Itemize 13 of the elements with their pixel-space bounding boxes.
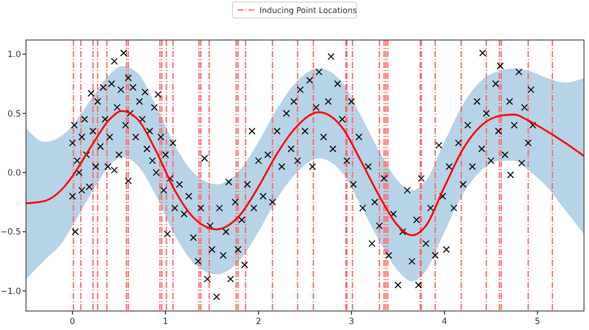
x-tick-label: 5: [534, 317, 540, 327]
x-tick-label: 2: [256, 317, 262, 327]
x-tick-label: 3: [348, 317, 354, 327]
y-tick-label: −0.5: [0, 228, 21, 238]
x-tick-label: 1: [162, 317, 168, 327]
y-tick-label: 0.0: [7, 168, 21, 179]
y-tick-label: −1.0: [0, 286, 21, 297]
x-tick-label: 0: [70, 317, 76, 327]
y-tick-label: 0.5: [7, 109, 21, 120]
y-tick-label: 1.0: [7, 50, 21, 60]
x-tick-label: 4: [442, 317, 448, 327]
line-series: [26, 110, 584, 236]
legend-label: Inducing Point Locations: [260, 6, 357, 15]
